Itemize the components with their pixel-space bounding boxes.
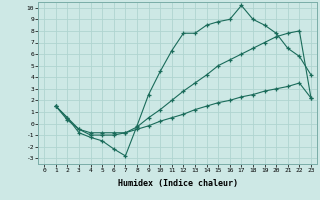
X-axis label: Humidex (Indice chaleur): Humidex (Indice chaleur) [118,179,238,188]
